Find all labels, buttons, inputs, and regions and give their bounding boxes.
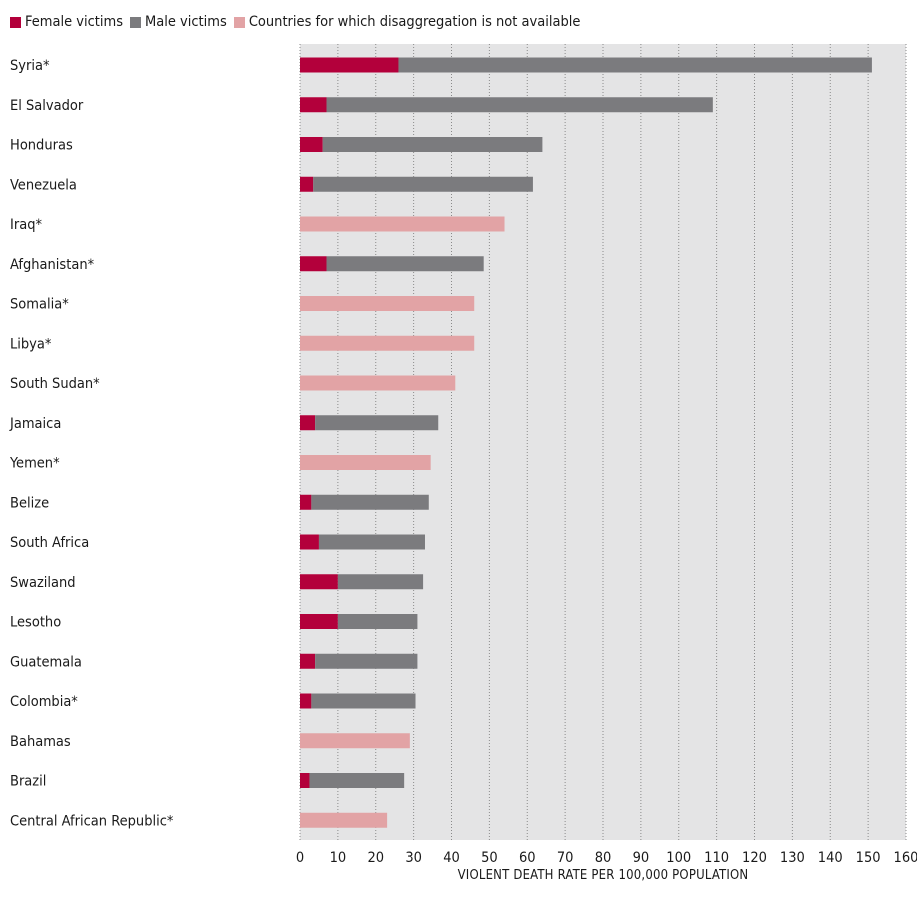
- category-label: Venezuela: [10, 177, 77, 193]
- category-label: Jamaica: [9, 416, 61, 432]
- bar-not-available: [300, 733, 410, 749]
- bar-not-available: [300, 455, 431, 470]
- bar-male: [311, 693, 416, 709]
- x-tick-label: 100: [666, 850, 691, 866]
- x-tick-label: 140: [818, 850, 843, 866]
- legend-label-not-available: Countries for which disaggregation is no…: [248, 14, 581, 30]
- bar-female: [300, 614, 338, 629]
- category-label: Afghanistan*: [10, 257, 95, 273]
- bar-female: [300, 137, 323, 152]
- x-tick-label: 70: [557, 850, 574, 866]
- bar-male: [326, 97, 713, 113]
- bar-male: [313, 176, 533, 192]
- legend-item-female: Female victims: [10, 14, 123, 30]
- category-label: South Africa: [10, 535, 89, 551]
- category-label: Swaziland: [10, 575, 76, 591]
- category-label: Honduras: [10, 138, 73, 154]
- plot-area: [300, 44, 906, 840]
- legend-item-not-available: Countries for which disaggregation is no…: [233, 14, 581, 30]
- bar-male: [398, 57, 872, 73]
- category-label: Colombia*: [10, 694, 78, 710]
- bar-male: [318, 534, 425, 550]
- x-tick-label: 90: [633, 850, 650, 866]
- x-tick-label: 150: [856, 850, 881, 866]
- x-tick-label: 30: [405, 850, 422, 866]
- category-label: Iraq*: [10, 217, 42, 233]
- bar-male: [315, 415, 439, 431]
- x-tick-label: 110: [704, 850, 729, 866]
- bar-male: [326, 256, 484, 272]
- category-label: Bahamas: [10, 734, 71, 750]
- bar-female: [300, 176, 314, 192]
- category-label: Central African Republic*: [10, 813, 174, 829]
- bar-male: [337, 574, 424, 590]
- bar-not-available: [300, 335, 475, 351]
- x-tick-label: 40: [443, 850, 460, 866]
- x-tick-label: 20: [367, 850, 384, 866]
- bar-not-available: [300, 216, 505, 232]
- x-tick-label: 130: [780, 850, 805, 866]
- x-axis-title: VIOLENT DEATH RATE PER 100,000 POPULATIO…: [457, 868, 749, 883]
- bar-female: [300, 256, 327, 272]
- bar-male: [309, 773, 405, 788]
- category-label: Libya*: [10, 336, 52, 352]
- category-label: Yemen*: [9, 456, 60, 472]
- legend-label-male: Male victims: [145, 14, 227, 30]
- bar-not-available: [300, 375, 456, 391]
- legend-swatch-not-available: [233, 16, 245, 28]
- bar-female: [300, 693, 312, 709]
- bar-female: [300, 97, 327, 113]
- category-label: Lesotho: [10, 615, 61, 631]
- bar-female: [300, 415, 316, 431]
- category-label: South Sudan*: [10, 376, 100, 392]
- x-tick-label: 120: [742, 850, 767, 866]
- x-tick-label: 50: [481, 850, 498, 866]
- category-label: Belize: [10, 495, 49, 511]
- bar-female: [300, 773, 310, 788]
- category-label: Somalia*: [10, 297, 69, 313]
- bar-not-available: [300, 296, 475, 311]
- bar-female: [300, 653, 316, 669]
- bar-female: [300, 57, 399, 73]
- x-tick-label: 160: [894, 850, 917, 866]
- x-tick-label: 80: [595, 850, 612, 866]
- legend-label-female: Female victims: [25, 14, 123, 30]
- legend: Female victims Male victims Countries fo…: [10, 12, 587, 32]
- legend-item-male: Male victims: [130, 14, 227, 30]
- bar-not-available: [300, 812, 388, 828]
- bar-male: [322, 137, 543, 152]
- x-tick-label: 10: [330, 850, 347, 866]
- category-label: Guatemala: [10, 654, 82, 670]
- legend-swatch-male: [130, 16, 141, 28]
- bar-female: [300, 494, 312, 510]
- category-label: Syria*: [10, 58, 50, 74]
- x-tick-label: 0: [296, 850, 304, 866]
- x-tick-label: 60: [519, 850, 536, 866]
- category-label: El Salvador: [10, 98, 84, 114]
- bar-male: [315, 653, 418, 669]
- bar-male: [311, 494, 429, 510]
- bar-female: [300, 574, 338, 590]
- bar-female: [300, 534, 319, 550]
- legend-swatch-female: [10, 16, 21, 28]
- category-label: Brazil: [10, 774, 46, 790]
- bar-male: [337, 614, 418, 629]
